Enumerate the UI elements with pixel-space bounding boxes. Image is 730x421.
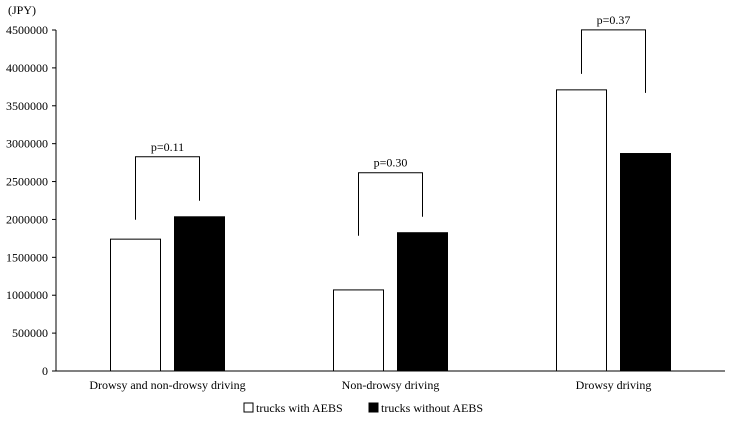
p-value-label: p=0.11: [151, 140, 184, 154]
y-tick-label: 2500000: [6, 175, 48, 189]
y-tick-label: 3500000: [6, 99, 48, 113]
bar-without-aebs: [174, 216, 225, 372]
bar-without-aebs: [397, 232, 448, 372]
bar-with-aebs: [333, 289, 384, 372]
y-tick-label: 4500000: [6, 23, 48, 37]
y-tick-label: 500000: [12, 326, 48, 340]
legend-label-with-aebs: trucks with AEBS: [256, 401, 343, 415]
p-value-label: p=0.30: [374, 156, 408, 170]
y-tick-label: 0: [42, 364, 48, 378]
bar-with-aebs: [556, 89, 607, 372]
bar-with-aebs: [110, 238, 161, 372]
x-category-label: Drowsy and non-drowsy driving: [89, 378, 245, 392]
x-category-label: Non-drowsy driving: [342, 378, 440, 392]
x-category-label: Drowsy driving: [576, 378, 652, 392]
significance-bracket: [358, 172, 423, 236]
y-tick-label: 2000000: [6, 212, 48, 226]
p-value-label: p=0.37: [597, 13, 631, 27]
y-tick-label: 3000000: [6, 137, 48, 151]
legend-label-without-aebs: trucks without AEBS: [381, 401, 483, 415]
bar-without-aebs: [620, 153, 671, 372]
y-tick-label: 1500000: [6, 250, 48, 264]
significance-bracket: [581, 29, 646, 93]
legend-swatch-with-aebs: [243, 402, 254, 413]
y-tick-label: 1000000: [6, 288, 48, 302]
y-unit-label: (JPY): [8, 3, 36, 17]
legend-swatch-without-aebs: [368, 402, 379, 413]
significance-bracket: [135, 156, 200, 220]
y-tick-label: 4000000: [6, 61, 48, 75]
